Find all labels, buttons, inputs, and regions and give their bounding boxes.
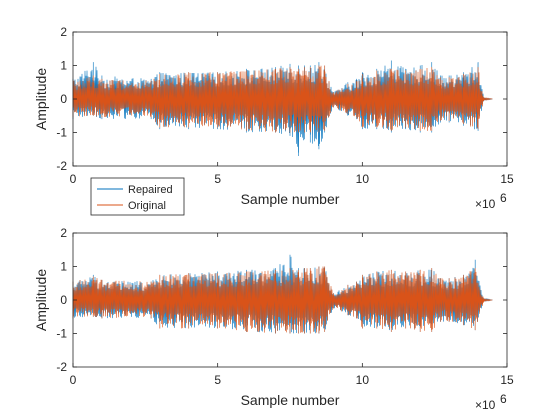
y-tick-label: 1 [60,260,67,274]
y-tick-label: -1 [56,327,67,341]
series-trace-original [72,266,493,334]
legend: Repaired Original [90,177,185,216]
y-tick-label: -1 [56,126,67,140]
legend-box [90,177,185,216]
legend-label-original: Original [128,200,166,212]
x-tick-label: 15 [500,172,514,186]
x-tick-label: 0 [70,373,77,387]
x-tick-label: 0 [70,172,77,186]
bottom-axes: 0 5 10 15 -2 -1 0 1 2 Sample number Amplitude ×10 6 [33,226,514,412]
series-trace-original [72,65,493,133]
x-tick-label: 5 [214,373,221,387]
x-exponent-power: 6 [500,392,507,406]
x-exponent-label: ×10 [475,197,496,211]
x-tick-label: 5 [214,172,221,186]
legend-label-repaired: Repaired [128,184,173,196]
x-tick-label: 10 [356,373,370,387]
trace-group [72,60,493,156]
y-axis-label: Amplitude [33,269,49,331]
x-tick-label: 10 [356,172,370,186]
y-tick-label: 0 [60,92,67,106]
x-exponent-label: ×10 [475,398,496,412]
y-tick-label: 0 [60,293,67,307]
y-tick-label: 1 [60,59,67,73]
x-tick-label: 15 [500,373,514,387]
y-tick-label: 2 [60,25,67,39]
x-exponent-power: 6 [500,191,507,205]
y-axis-label: Amplitude [33,68,49,130]
y-tick-label: -2 [56,159,67,173]
y-tick-label: -2 [56,360,67,374]
trace-group [72,254,493,334]
y-tick-label: 2 [60,226,67,240]
top-axes: 0 5 10 15 -2 -1 0 1 2 Sample number Amplitude ×10 6 [33,25,514,211]
x-axis-label: Sample number [241,191,340,207]
x-axis-label: Sample number [241,392,340,408]
